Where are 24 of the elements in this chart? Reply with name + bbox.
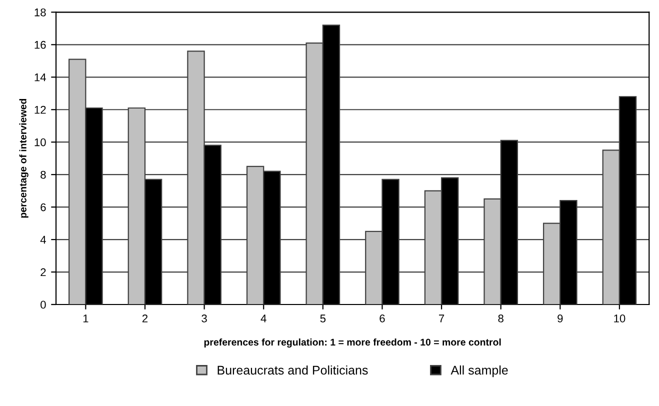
y-tick-label: 14 — [34, 74, 46, 82]
y-axis-title: percentage of interviewed — [19, 99, 28, 218]
y-tick-label: 6 — [40, 203, 46, 212]
y-tick-label: 8 — [40, 170, 46, 179]
x-tick-label: 3 — [202, 314, 207, 322]
x-tick-label: 2 — [142, 314, 148, 322]
x-tick-label: 7 — [439, 314, 444, 322]
legend-label: All sample — [450, 365, 508, 378]
y-tick-label: 0 — [40, 300, 46, 309]
x-tick-label: 8 — [498, 314, 504, 322]
x-tick-label: 1 — [83, 314, 88, 322]
y-tick-label: 12 — [34, 106, 46, 114]
x-tick-label: 9 — [558, 314, 563, 322]
x-axis-title: preferences for regulation: 1 = more freedom - 10 = more control — [204, 338, 501, 348]
x-tick-label: 6 — [380, 314, 385, 322]
y-tick-label: 10 — [34, 138, 46, 146]
y-tick-label: 4 — [40, 236, 46, 244]
x-tick-label: 10 — [614, 314, 626, 322]
x-tick-label: 4 — [260, 314, 266, 322]
y-tick-label: 16 — [34, 40, 46, 49]
y-tick-label: 2 — [40, 268, 46, 276]
y-tick-label: 18 — [34, 8, 46, 16]
x-tick-label: 5 — [320, 314, 326, 322]
legend-label: Bureaucrats and Politicians — [218, 365, 368, 375]
